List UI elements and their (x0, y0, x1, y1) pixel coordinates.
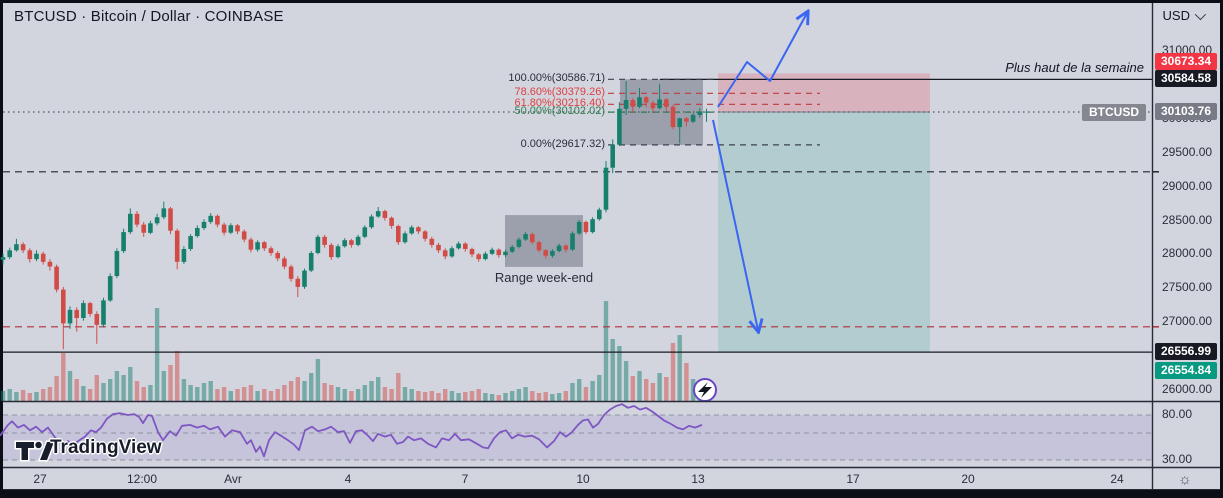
week-high-annotation[interactable]: Plus haut de la semaine (1005, 60, 1144, 75)
time-axis-tick: 7 (461, 472, 469, 486)
time-axis-tick: 10 (576, 472, 590, 486)
tradingview-logo[interactable]: TradingView (50, 437, 162, 458)
symbol-title: BTCUSD · Bitcoin / Dollar · COINBASE (14, 8, 284, 25)
price-axis-badge: 26556.99 (1155, 343, 1217, 360)
price-axis-badge: 30103.76 (1155, 103, 1217, 120)
price-axis-tick: 29500.00 (1162, 144, 1213, 159)
axis-settings-icon[interactable]: ☼ (1178, 471, 1192, 488)
price-axis-badge: 30673.34 (1155, 53, 1217, 70)
price-axis-tick: 29000.00 (1162, 178, 1213, 193)
fib-level-label: 61.80%(30216.40) (514, 97, 605, 110)
price-axis-badge: 26554.84 (1155, 362, 1217, 379)
price-axis-tick: 27500.00 (1162, 280, 1213, 295)
price-axis-tick: 28000.00 (1162, 246, 1213, 261)
time-axis-tick: 12:00 (126, 472, 158, 486)
time-axis-tick: 17 (846, 472, 860, 486)
time-axis-tick: 4 (344, 472, 352, 486)
price-axis-tick: 27000.00 (1162, 314, 1213, 329)
fib-level-label: 0.00%(29617.32) (520, 137, 605, 150)
price-axis-badge: 30584.58 (1155, 70, 1217, 87)
time-axis-tick: Avr (224, 472, 242, 486)
time-axis-tick: 20 (961, 472, 975, 486)
currency-label: USD (1162, 8, 1190, 23)
fib-level-label: 100.00%(30586.71) (508, 72, 605, 85)
time-axis-tick: 27 (33, 472, 47, 486)
rsi-axis-tick: 80.00 (1162, 407, 1193, 421)
fib-level-label: 50.00%(30102.02) (514, 105, 605, 118)
price-axis-tick: 26000.00 (1162, 381, 1213, 396)
time-axis-tick: 24 (1110, 472, 1124, 486)
price-axis-tick: 28500.00 (1162, 212, 1213, 227)
last-price-symbol-badge: BTCUSD (1082, 104, 1146, 121)
time-axis-tick: 13 (691, 472, 705, 486)
weekend-range-annotation[interactable]: Range week-end (494, 270, 594, 285)
rsi-axis-tick: 30.00 (1162, 452, 1193, 466)
fib-level-label: 78.60%(30379.26) (514, 86, 605, 99)
currency-selector[interactable]: USD (1162, 8, 1207, 23)
